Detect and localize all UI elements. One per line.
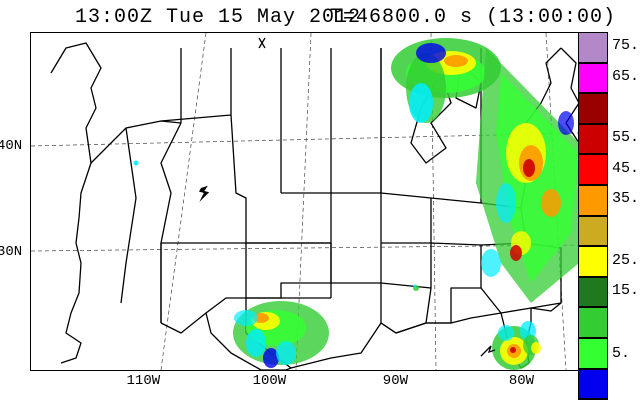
legend-label-15: 15.: [612, 282, 639, 299]
legend-label-35: 35.: [612, 190, 639, 207]
legend-swatch-55a: [578, 124, 608, 155]
map-panel: 40N 30N 110W 100W 90W 80W: [30, 32, 580, 371]
legend-swatch-65b: [578, 93, 608, 124]
legend-swatch-25b: [578, 338, 608, 369]
legend-swatch-75: [578, 32, 608, 63]
legend-swatch-15a: [578, 369, 608, 400]
legend-swatch-35b: [578, 277, 608, 308]
legend-swatch-45a: [578, 185, 608, 216]
model-time-label: T=46800.0 s (13:00:00): [330, 6, 616, 29]
y-tick-40n: 40N: [0, 138, 22, 154]
legend-label-45: 45.: [612, 160, 639, 177]
y-tick-30n: 30N: [0, 244, 22, 260]
map-svg: [31, 33, 579, 370]
legend-label-55: 55.: [612, 129, 639, 146]
legend-swatch-65a: [578, 63, 608, 94]
map-marker-icon: [196, 184, 210, 204]
precipitation-overlay: [134, 38, 580, 370]
radar-map-window: 13:00Z Tue 15 May 2012 T=46800.0 s (13:0…: [0, 0, 640, 400]
legend-swatch-25a: [578, 307, 608, 338]
timestamp-label: 13:00Z Tue 15 May 2012: [75, 6, 361, 29]
x-tick-110w: 110W: [127, 373, 161, 389]
x-tick-90w: 90W: [383, 373, 408, 389]
legend-swatch-35a: [578, 246, 608, 277]
x-tick-100w: 100W: [253, 373, 287, 389]
x-tick-80w: 80W: [509, 373, 534, 389]
legend-label-5: 5.: [612, 345, 630, 362]
map-marker-icon-2: [259, 38, 265, 48]
color-scale-legend: [578, 32, 608, 400]
legend-swatch-45b: [578, 216, 608, 247]
legend-swatch-55b: [578, 154, 608, 185]
legend-label-75: 75.: [612, 37, 639, 54]
legend-label-65: 65.: [612, 68, 639, 85]
legend-label-25: 25.: [612, 252, 639, 269]
